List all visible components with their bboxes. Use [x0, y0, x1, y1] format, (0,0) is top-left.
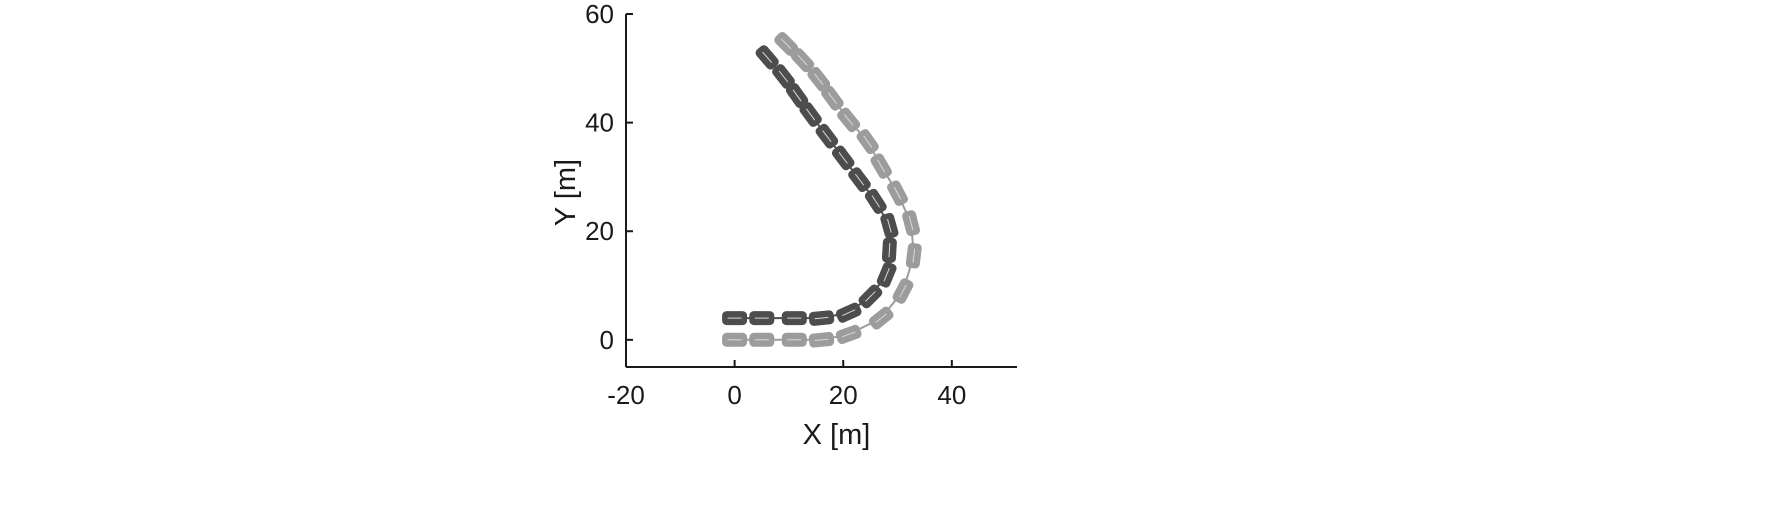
- vehicle-marker-centerline: [838, 152, 848, 164]
- vehicle-marker-centerline: [854, 173, 865, 186]
- series-2: [722, 31, 922, 348]
- x-axis-label: X [m]: [803, 419, 871, 451]
- y-tick-label: 20: [585, 216, 614, 246]
- vehicle-marker-centerline: [871, 195, 881, 208]
- x-tick-label: -20: [607, 380, 645, 410]
- vehicle-marker-centerline: [863, 135, 873, 148]
- vehicle-marker-centerline: [842, 309, 856, 317]
- vehicle-marker-centerline: [908, 216, 914, 231]
- vehicle-marker-centerline: [877, 159, 886, 173]
- y-axis-label: Y [m]: [550, 159, 582, 226]
- vehicle-marker-centerline: [875, 313, 887, 323]
- vehicle-marker-centerline: [899, 284, 907, 298]
- vehicle-marker-centerline: [827, 92, 837, 105]
- x-ticks: -20 0 20 40: [607, 360, 966, 410]
- vehicle-marker-centerline: [888, 243, 891, 258]
- vehicle-marker-centerline: [762, 51, 773, 64]
- x-tick-label: 40: [937, 380, 966, 410]
- vehicle-marker-centerline: [806, 108, 816, 121]
- y-tick-label: 40: [585, 108, 614, 138]
- series-layer: [722, 31, 922, 348]
- vehicle-marker-centerline: [814, 316, 829, 320]
- vehicle-marker-centerline: [883, 268, 890, 282]
- vehicle-marker-centerline: [841, 331, 856, 338]
- vehicle-marker-centerline: [912, 248, 916, 263]
- plot-area: 0 20 40 60 -20 0 20 40: [585, 0, 1017, 410]
- vehicle-marker-centerline: [778, 70, 789, 83]
- vehicle-marker-centerline: [865, 291, 876, 302]
- vehicle-marker-centerline: [843, 114, 854, 126]
- vehicle-marker-centerline: [792, 89, 802, 102]
- vehicle-marker-centerline: [893, 186, 902, 200]
- vehicle-marker-centerline: [814, 73, 824, 86]
- y-ticks: 0 20 40 60: [585, 0, 633, 355]
- vehicle-marker-centerline: [780, 38, 792, 50]
- vehicle-marker-centerline: [887, 218, 892, 233]
- y-tick-label: 0: [600, 325, 614, 355]
- x-tick-label: 20: [829, 380, 858, 410]
- vehicle-marker-centerline: [814, 338, 829, 341]
- x-tick-label: 0: [727, 380, 741, 410]
- series-1: [722, 45, 899, 326]
- vehicle-marker-centerline: [822, 130, 832, 143]
- vehicle-marker-centerline: [797, 54, 808, 66]
- y-tick-label: 60: [585, 0, 614, 29]
